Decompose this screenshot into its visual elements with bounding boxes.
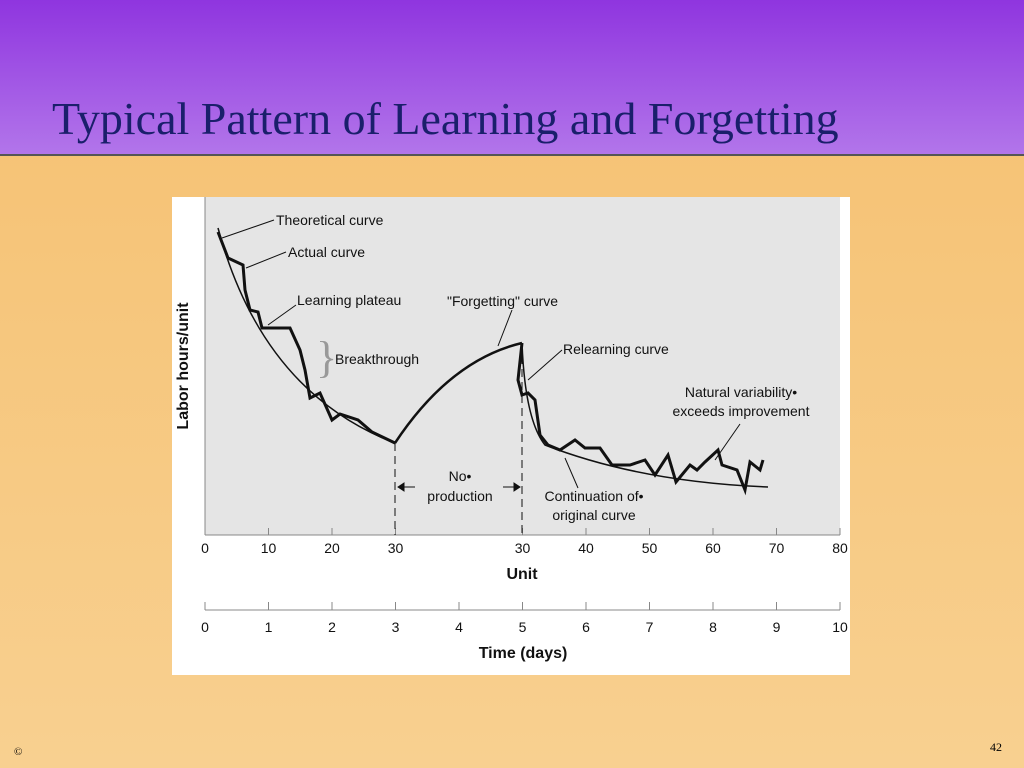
x-tick-label: 10 [261, 540, 277, 556]
x2-tick-label: 1 [265, 619, 273, 635]
theoretical-curve [217, 227, 396, 444]
slide-title: Typical Pattern of Learning and Forgetti… [52, 93, 839, 144]
annotation: production [427, 488, 492, 504]
x-axis-label: Unit [506, 566, 538, 583]
copyright: © [14, 746, 23, 758]
y-axis-label: Labor hours/unit [175, 302, 192, 430]
brace: } [316, 333, 337, 382]
x2-tick-label: 9 [773, 619, 781, 635]
x2-axis-label: Time (days) [479, 645, 568, 662]
x-tick-label: 60 [705, 540, 721, 556]
annotation: Actual curve [288, 244, 365, 260]
annotation: "Forgetting" curve [447, 293, 558, 309]
annotation: Theoretical curve [276, 212, 384, 228]
x-tick-label: 50 [642, 540, 658, 556]
x2-tick-label: 2 [328, 619, 336, 635]
leader-line [221, 219, 741, 489]
annotation: Breakthrough [335, 351, 419, 367]
annotation: original curve [552, 507, 635, 523]
x2-tick-label: 6 [582, 619, 590, 635]
annotation: No• [449, 468, 472, 484]
x-tick-label: 80 [832, 540, 848, 556]
actual-curve [516, 342, 765, 496]
x2-tick-label: 0 [201, 619, 209, 635]
x2-tick-label: 3 [392, 619, 400, 635]
forgetting-curve [393, 341, 523, 444]
annotation: Learning plateau [297, 292, 401, 308]
annotation: Natural variability• [685, 384, 797, 400]
x2-tick-label: 7 [646, 619, 654, 635]
x2-tick-label: 8 [709, 619, 717, 635]
x-tick-label: 70 [769, 540, 785, 556]
page-number: 42 [990, 740, 1002, 754]
x-tick-label: 40 [578, 540, 594, 556]
x2-tick-label: 4 [455, 619, 463, 635]
actual-curve [216, 231, 396, 445]
x2-tick-label: 5 [519, 619, 527, 635]
header-band [0, 0, 1024, 156]
annotation: Relearning curve [563, 341, 669, 357]
x-tick-label: 0 [201, 540, 209, 556]
x2-tick-label: 10 [832, 619, 848, 635]
arrow [397, 482, 521, 492]
annotation: exceeds improvement [673, 403, 810, 419]
x-tick-label: 20 [324, 540, 340, 556]
x-tick-label: 30 [515, 540, 531, 556]
annotation: Continuation of• [544, 488, 643, 504]
x-tick-label: 30 [388, 540, 404, 556]
